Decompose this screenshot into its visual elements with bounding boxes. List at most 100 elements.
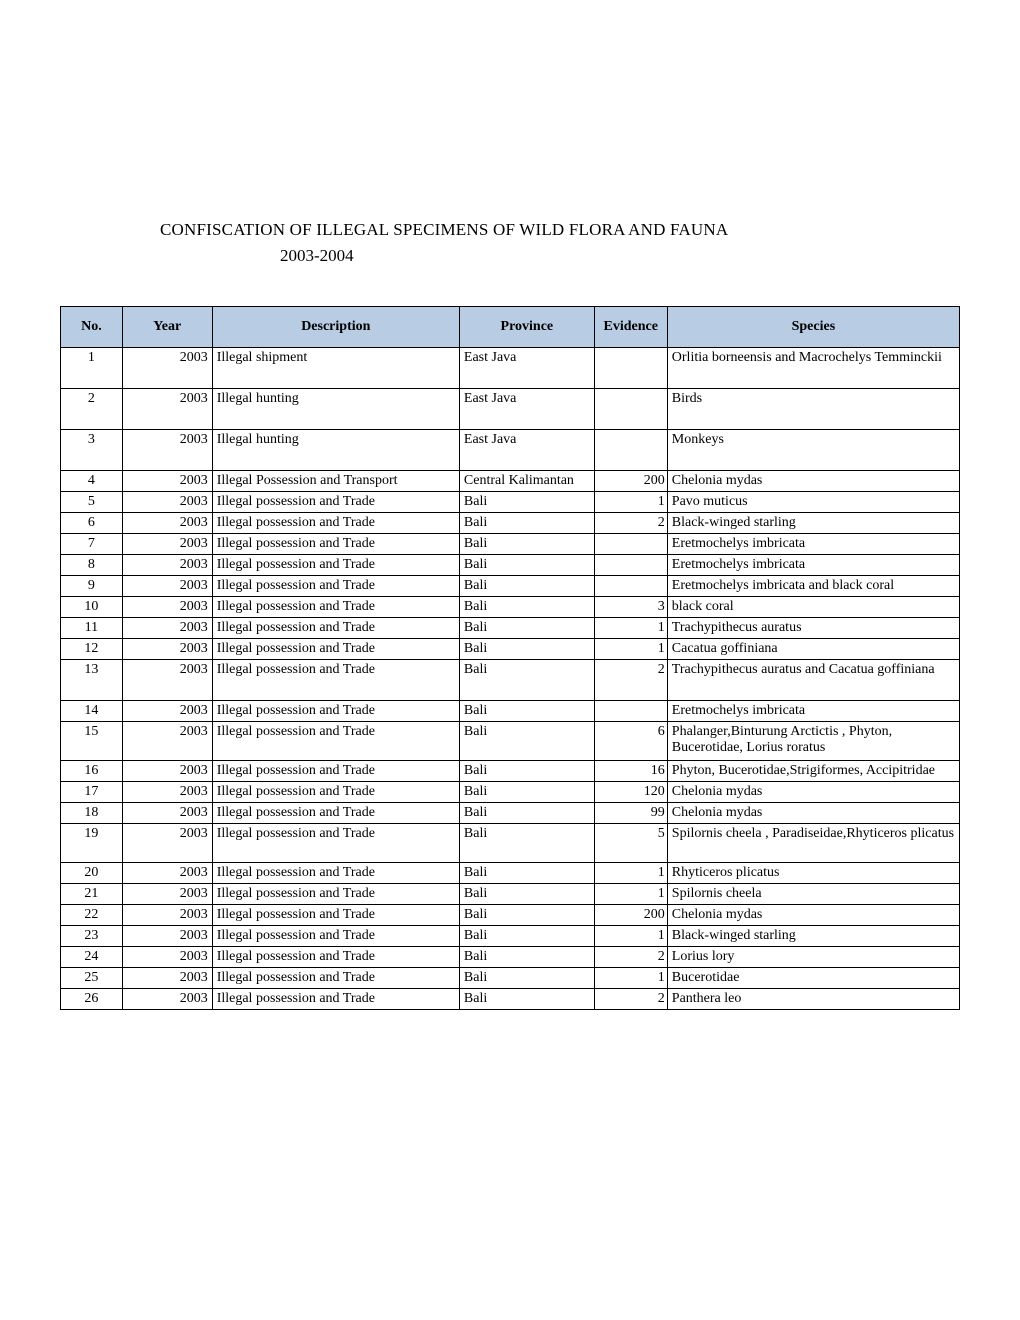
col-header-year: Year: [122, 307, 212, 348]
cell-species: Eretmochelys imbricata: [667, 555, 959, 576]
cell-evidence: [594, 701, 667, 722]
cell-no: 21: [61, 884, 123, 905]
cell-species: Spilornis cheela: [667, 884, 959, 905]
cell-no: 25: [61, 968, 123, 989]
table-row: 262003Illegal possession and TradeBali2P…: [61, 989, 960, 1010]
cell-no: 18: [61, 803, 123, 824]
cell-province: Bali: [459, 513, 594, 534]
cell-no: 12: [61, 639, 123, 660]
title-block: CONFISCATION OF ILLEGAL SPECIMENS OF WIL…: [160, 220, 960, 266]
table-row: 252003Illegal possession and TradeBali1B…: [61, 968, 960, 989]
cell-species: Eretmochelys imbricata: [667, 701, 959, 722]
cell-evidence: 1: [594, 639, 667, 660]
table-row: 122003Illegal possession and TradeBali1C…: [61, 639, 960, 660]
cell-species: Black-winged starling: [667, 513, 959, 534]
cell-no: 15: [61, 722, 123, 761]
cell-species: Monkeys: [667, 430, 959, 471]
cell-species: Black-winged starling: [667, 926, 959, 947]
cell-evidence: 5: [594, 824, 667, 863]
cell-description: Illegal Possession and Transport: [212, 471, 459, 492]
cell-evidence: [594, 576, 667, 597]
col-header-evidence: Evidence: [594, 307, 667, 348]
cell-evidence: 2: [594, 989, 667, 1010]
cell-province: Bali: [459, 492, 594, 513]
cell-year: 2003: [122, 471, 212, 492]
cell-species: Trachypithecus auratus and Cacatua goffi…: [667, 660, 959, 701]
cell-year: 2003: [122, 824, 212, 863]
cell-description: Illegal possession and Trade: [212, 782, 459, 803]
cell-description: Illegal possession and Trade: [212, 597, 459, 618]
cell-province: East Java: [459, 348, 594, 389]
cell-evidence: 2: [594, 513, 667, 534]
col-header-description: Description: [212, 307, 459, 348]
cell-evidence: 1: [594, 863, 667, 884]
cell-evidence: 99: [594, 803, 667, 824]
cell-evidence: 200: [594, 471, 667, 492]
col-header-species: Species: [667, 307, 959, 348]
table-row: 102003Illegal possession and TradeBali3b…: [61, 597, 960, 618]
cell-description: Illegal possession and Trade: [212, 618, 459, 639]
table-row: 32003Illegal huntingEast JavaMonkeys: [61, 430, 960, 471]
cell-evidence: 1: [594, 968, 667, 989]
cell-evidence: 16: [594, 761, 667, 782]
cell-no: 26: [61, 989, 123, 1010]
cell-year: 2003: [122, 722, 212, 761]
cell-species: Chelonia mydas: [667, 803, 959, 824]
table-row: 192003Illegal possession and TradeBali5S…: [61, 824, 960, 863]
cell-species: Eretmochelys imbricata: [667, 534, 959, 555]
cell-species: Panthera leo: [667, 989, 959, 1010]
cell-description: Illegal hunting: [212, 430, 459, 471]
cell-no: 19: [61, 824, 123, 863]
cell-description: Illegal shipment: [212, 348, 459, 389]
cell-species: Lorius lory: [667, 947, 959, 968]
cell-description: Illegal possession and Trade: [212, 989, 459, 1010]
cell-no: 6: [61, 513, 123, 534]
cell-year: 2003: [122, 803, 212, 824]
cell-description: Illegal possession and Trade: [212, 863, 459, 884]
cell-province: Bali: [459, 597, 594, 618]
cell-evidence: 120: [594, 782, 667, 803]
table-header-row: No. Year Description Province Evidence S…: [61, 307, 960, 348]
cell-no: 16: [61, 761, 123, 782]
cell-description: Illegal possession and Trade: [212, 926, 459, 947]
cell-province: Bali: [459, 701, 594, 722]
cell-year: 2003: [122, 555, 212, 576]
cell-species: Bucerotidae: [667, 968, 959, 989]
cell-species: Chelonia mydas: [667, 905, 959, 926]
table-row: 232003Illegal possession and TradeBali1B…: [61, 926, 960, 947]
cell-year: 2003: [122, 863, 212, 884]
cell-year: 2003: [122, 761, 212, 782]
table-row: 22003Illegal huntingEast JavaBirds: [61, 389, 960, 430]
cell-description: Illegal possession and Trade: [212, 947, 459, 968]
cell-no: 1: [61, 348, 123, 389]
cell-province: Bali: [459, 824, 594, 863]
cell-description: Illegal possession and Trade: [212, 761, 459, 782]
cell-description: Illegal possession and Trade: [212, 884, 459, 905]
cell-species: Eretmochelys imbricata and black coral: [667, 576, 959, 597]
cell-evidence: [594, 348, 667, 389]
cell-description: Illegal possession and Trade: [212, 534, 459, 555]
table-row: 202003Illegal possession and TradeBali1R…: [61, 863, 960, 884]
cell-year: 2003: [122, 492, 212, 513]
cell-no: 23: [61, 926, 123, 947]
cell-no: 24: [61, 947, 123, 968]
cell-description: Illegal possession and Trade: [212, 701, 459, 722]
cell-no: 5: [61, 492, 123, 513]
cell-province: Bali: [459, 782, 594, 803]
cell-description: Illegal possession and Trade: [212, 492, 459, 513]
cell-province: Bali: [459, 660, 594, 701]
table-row: 152003Illegal possession and TradeBali6P…: [61, 722, 960, 761]
cell-evidence: [594, 534, 667, 555]
cell-no: 8: [61, 555, 123, 576]
cell-province: Bali: [459, 534, 594, 555]
table-row: 72003Illegal possession and TradeBaliEre…: [61, 534, 960, 555]
cell-year: 2003: [122, 701, 212, 722]
cell-province: Central Kalimantan: [459, 471, 594, 492]
table-row: 132003Illegal possession and TradeBali2T…: [61, 660, 960, 701]
cell-province: East Java: [459, 430, 594, 471]
cell-evidence: [594, 555, 667, 576]
cell-no: 13: [61, 660, 123, 701]
cell-no: 10: [61, 597, 123, 618]
table-row: 182003Illegal possession and TradeBali99…: [61, 803, 960, 824]
cell-year: 2003: [122, 348, 212, 389]
